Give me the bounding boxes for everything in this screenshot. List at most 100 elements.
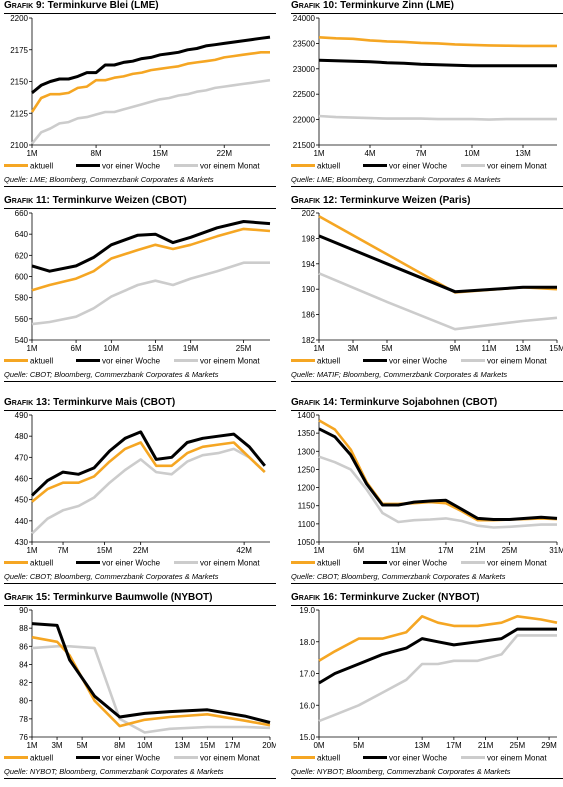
chart-legend: aktuell vor einer Woche vor einem Monat bbox=[291, 753, 563, 765]
x-tick-label: 31M bbox=[549, 546, 563, 555]
y-tick-label: 23500 bbox=[293, 39, 316, 48]
legend-item-aktuell: aktuell bbox=[4, 558, 53, 567]
y-tick-label: 186 bbox=[302, 311, 316, 320]
legend-item-aktuell: aktuell bbox=[291, 356, 340, 365]
chart-plot: 540 560 580 600 620 640 660 1M 6M 10M 15M 19M 25M bbox=[15, 209, 271, 353]
y-tick-label: 1250 bbox=[297, 465, 315, 474]
legend-swatch bbox=[174, 359, 198, 363]
x-tick-label: 20M bbox=[262, 741, 276, 750]
x-tick-label: 11M bbox=[391, 546, 406, 555]
x-tick-label: 15M bbox=[148, 344, 164, 353]
legend-swatch bbox=[4, 164, 28, 168]
y-tick-label: 470 bbox=[15, 453, 29, 462]
legend-item-woche: vor einer Woche bbox=[363, 753, 447, 762]
legend-label: aktuell bbox=[30, 558, 54, 568]
series-line-aktuell bbox=[31, 227, 271, 292]
x-tick-label: 10M bbox=[137, 741, 153, 750]
legend-label: vor einem Monat bbox=[487, 161, 547, 171]
chart-title: Grafik 9: Terminkurve Blei (LME) bbox=[4, 0, 276, 12]
legend-label: vor einer Woche bbox=[102, 558, 161, 568]
legend-swatch bbox=[363, 561, 387, 565]
y-tick-label: 21500 bbox=[293, 141, 316, 150]
source-rule bbox=[291, 583, 563, 584]
legend-label: vor einem Monat bbox=[200, 356, 260, 366]
y-tick-label: 620 bbox=[15, 251, 29, 260]
chart-title-text: Terminkurve Baumwolle (NYBOT) bbox=[50, 592, 213, 603]
legend-swatch bbox=[76, 359, 100, 363]
x-tick-label: 1M bbox=[313, 149, 324, 158]
x-tick-label: 25M bbox=[236, 344, 252, 353]
chart-panel: Grafik 11: Terminkurve Weizen (CBOT) 540 5… bbox=[4, 195, 276, 390]
chart-title-prefix: Grafik 10: bbox=[291, 0, 338, 11]
x-tick-label: 29M bbox=[541, 741, 557, 750]
chart-title: Grafik 12: Terminkurve Weizen (Paris) bbox=[291, 195, 563, 207]
y-tick-label: 15.0 bbox=[299, 733, 315, 742]
x-tick-label: 25M bbox=[510, 741, 526, 750]
x-tick-label: 1M bbox=[313, 546, 324, 555]
y-tick-label: 22000 bbox=[293, 116, 316, 125]
legend-label: vor einem Monat bbox=[200, 161, 260, 171]
chart-source: Quelle: MATIF; Bloomberg, Commerzbank Co… bbox=[291, 370, 508, 379]
chart-panel: Grafik 16: Terminkurve Zucker (NYBOT) 15.… bbox=[291, 592, 563, 787]
y-tick-label: 580 bbox=[15, 294, 29, 303]
legend-label: vor einer Woche bbox=[389, 753, 448, 763]
legend-swatch bbox=[174, 164, 198, 168]
chart-legend: aktuell vor einer Woche vor einem Monat bbox=[4, 753, 276, 765]
legend-swatch bbox=[76, 561, 100, 565]
chart-source: Quelle: LME; Bloomberg, Commerzbank Corp… bbox=[291, 175, 501, 184]
x-tick-label: 5M bbox=[77, 741, 88, 750]
y-tick-label: 460 bbox=[15, 475, 29, 484]
series-line-monat bbox=[31, 447, 266, 535]
y-tick-label: 22500 bbox=[293, 90, 316, 99]
legend-label: vor einer Woche bbox=[102, 356, 161, 366]
chart-title-prefix: Grafik 15: bbox=[4, 592, 51, 603]
chart-plot: 2100 2125 2150 2175 2200 1M 8M 15M 22M bbox=[10, 14, 271, 158]
legend-swatch bbox=[363, 756, 387, 760]
legend-label: aktuell bbox=[317, 558, 341, 568]
x-tick-label: 15M bbox=[97, 546, 113, 555]
source-rule bbox=[291, 778, 563, 779]
series-line-aktuell bbox=[318, 36, 557, 48]
chart-title-text: Terminkurve Zinn (LME) bbox=[337, 0, 454, 11]
chart-legend: aktuell vor einer Woche vor einem Monat bbox=[4, 356, 276, 368]
legend-label: aktuell bbox=[317, 161, 341, 171]
legend-label: vor einer Woche bbox=[389, 356, 448, 366]
series-line-monat bbox=[318, 114, 557, 121]
y-tick-label: 2100 bbox=[10, 141, 28, 150]
legend-label: aktuell bbox=[30, 356, 54, 366]
x-tick-label: 1M bbox=[26, 546, 37, 555]
y-tick-label: 190 bbox=[302, 285, 316, 294]
chart-source: Quelle: NYBOT; Bloomberg, Commerzbank Co… bbox=[4, 767, 224, 776]
title-rule bbox=[291, 410, 563, 411]
series-line-woche bbox=[318, 234, 557, 294]
x-tick-label: 6M bbox=[71, 344, 82, 353]
source-rule bbox=[4, 186, 276, 187]
y-tick-label: 2175 bbox=[10, 46, 28, 55]
legend-item-monat: vor einem Monat bbox=[174, 161, 260, 170]
y-tick-label: 1400 bbox=[297, 411, 315, 420]
x-tick-label: 10M bbox=[464, 149, 480, 158]
x-tick-label: 17M bbox=[225, 741, 241, 750]
chart-plot: 182 186 190 194 198 202 1M 3M 5M 9M 11M 13M 15M bbox=[302, 209, 563, 353]
y-tick-label: 450 bbox=[15, 496, 29, 505]
y-tick-label: 24000 bbox=[293, 14, 316, 23]
legend-item-woche: vor einer Woche bbox=[363, 558, 447, 567]
y-tick-label: 660 bbox=[15, 209, 29, 218]
y-tick-label: 600 bbox=[15, 273, 29, 282]
y-tick-label: 16.0 bbox=[299, 701, 315, 710]
chart-title-prefix: Grafik 9: bbox=[4, 0, 45, 11]
chart-title: Grafik 14: Terminkurve Sojabohnen (CBOT) bbox=[291, 397, 563, 409]
series-line-woche bbox=[30, 430, 266, 497]
title-rule bbox=[4, 208, 276, 209]
chart-legend: aktuell vor einer Woche vor einem Monat bbox=[4, 161, 276, 173]
chart-panel: Grafik 10: Terminkurve Zinn (LME) 21500 22… bbox=[291, 0, 563, 195]
x-tick-label: 1M bbox=[26, 149, 37, 158]
y-tick-label: 18.0 bbox=[299, 638, 315, 647]
series-line-aktuell bbox=[30, 50, 270, 113]
legend-label: vor einer Woche bbox=[102, 753, 161, 763]
x-tick-label: 9M bbox=[449, 344, 460, 353]
chart-legend: aktuell vor einer Woche vor einem Monat bbox=[291, 161, 563, 173]
x-tick-label: 1M bbox=[313, 344, 324, 353]
chart-title: Grafik 15: Terminkurve Baumwolle (NYBOT) bbox=[4, 592, 276, 604]
y-tick-label: 1200 bbox=[297, 484, 315, 493]
